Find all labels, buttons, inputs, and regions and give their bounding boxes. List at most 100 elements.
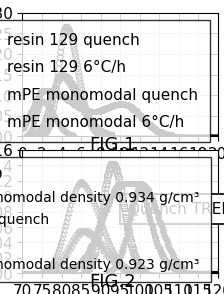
Point (97, 132, 101, 137)
Point (73, 90, 77, 94)
Point (142, 118, 146, 123)
Point (90, 121, 93, 125)
Point (85, 109, 88, 113)
Point (69, 243, 73, 247)
Point (140, 267, 144, 271)
Point (131, 250, 135, 254)
Point (144, 203, 148, 208)
Point (56, 92, 59, 97)
Point (97, 226, 101, 231)
Point (53, 257, 56, 261)
Point (53, 266, 56, 271)
Point (38, 101, 42, 106)
Point (58, 74, 62, 79)
Point (46, 270, 50, 274)
Point (65, 250, 69, 254)
Point (117, 176, 120, 181)
Point (169, 264, 173, 269)
Point (91, 126, 95, 131)
Point (149, 194, 152, 198)
Point (78, 81, 82, 86)
Point (84, 268, 88, 273)
Point (56, 263, 60, 268)
Point (117, 257, 121, 262)
Point (80, 102, 83, 107)
Point (36, 131, 39, 136)
Point (69, 82, 73, 87)
Point (88, 231, 92, 236)
Point (96, 229, 100, 234)
Point (73, 266, 76, 271)
Point (120, 193, 124, 198)
Point (58, 123, 61, 128)
Point (109, 256, 113, 261)
Point (82, 229, 86, 233)
Point (88, 118, 92, 123)
Point (42, 100, 45, 104)
Point (57, 93, 61, 97)
Point (68, 30, 71, 35)
Point (24, 133, 28, 138)
Point (52, 113, 55, 117)
Point (93, 201, 97, 206)
Point (85, 114, 89, 118)
Point (134, 193, 137, 197)
Point (144, 185, 147, 190)
Point (87, 187, 90, 192)
Point (101, 204, 104, 209)
Point (109, 163, 112, 168)
Point (102, 248, 106, 253)
Point (114, 262, 118, 267)
Point (113, 164, 116, 168)
Point (108, 255, 112, 260)
Point (66, 269, 69, 274)
Point (132, 252, 136, 256)
Point (66, 248, 70, 253)
Point (120, 261, 123, 265)
Point (105, 233, 109, 238)
Point (35, 110, 39, 115)
Point (168, 247, 171, 252)
Point (120, 250, 123, 255)
Point (54, 254, 58, 259)
Point (137, 184, 141, 189)
Point (54, 83, 57, 88)
Point (71, 85, 75, 90)
Point (119, 186, 122, 191)
Text: FIG.2: FIG.2 (89, 273, 135, 291)
Point (142, 183, 146, 188)
Point (116, 255, 119, 260)
Point (72, 191, 76, 196)
Point (165, 241, 169, 246)
Point (146, 122, 150, 127)
Point (96, 110, 99, 114)
Point (58, 124, 62, 128)
Point (97, 128, 101, 133)
Point (113, 260, 116, 265)
Point (70, 83, 74, 88)
Point (60, 126, 64, 131)
Point (160, 228, 164, 232)
Point (78, 180, 82, 185)
Point (95, 241, 98, 246)
Point (41, 99, 45, 104)
Point (130, 245, 134, 250)
Point (36, 106, 40, 111)
Point (67, 269, 71, 274)
Point (128, 269, 132, 273)
Point (62, 129, 66, 133)
Point (47, 105, 51, 110)
Point (71, 195, 75, 200)
Point (37, 103, 41, 107)
Point (156, 129, 160, 134)
Point (163, 258, 167, 263)
Point (68, 99, 72, 104)
Point (82, 98, 85, 103)
Point (78, 99, 81, 103)
Point (44, 268, 48, 272)
Point (67, 132, 71, 137)
Point (97, 128, 100, 132)
Point (54, 265, 57, 270)
Point (70, 37, 73, 41)
Point (117, 103, 121, 107)
